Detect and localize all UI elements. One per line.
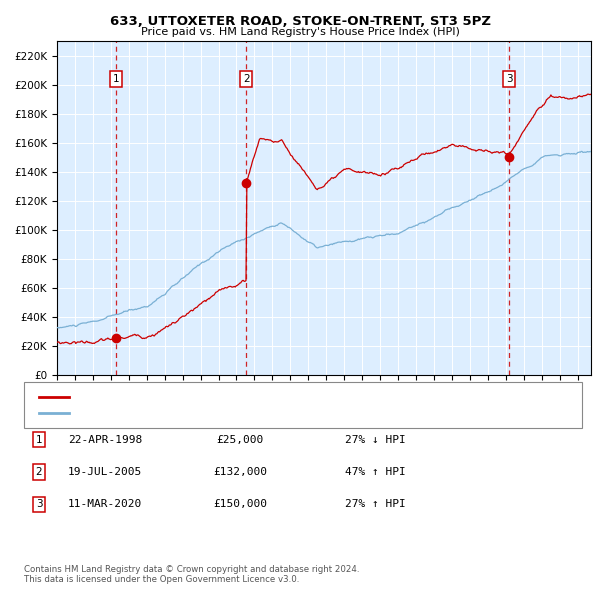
Text: 633, UTTOXETER ROAD, STOKE-ON-TRENT, ST3 5PZ: 633, UTTOXETER ROAD, STOKE-ON-TRENT, ST3…: [110, 15, 491, 28]
Text: 47% ↑ HPI: 47% ↑ HPI: [345, 467, 406, 477]
Text: 2: 2: [35, 467, 43, 477]
Text: 633, UTTOXETER ROAD, STOKE-ON-TRENT, ST3 5PZ (semi-detached house): 633, UTTOXETER ROAD, STOKE-ON-TRENT, ST3…: [75, 392, 450, 402]
Text: Contains HM Land Registry data © Crown copyright and database right 2024.
This d: Contains HM Land Registry data © Crown c…: [24, 565, 359, 584]
Text: £25,000: £25,000: [217, 435, 263, 444]
Text: 1: 1: [113, 74, 120, 84]
Text: 27% ↓ HPI: 27% ↓ HPI: [345, 435, 406, 444]
Text: 11-MAR-2020: 11-MAR-2020: [68, 500, 142, 509]
Text: 1: 1: [35, 435, 43, 444]
Text: HPI: Average price, semi-detached house, Stoke-on-Trent: HPI: Average price, semi-detached house,…: [75, 408, 358, 418]
Text: £150,000: £150,000: [213, 500, 267, 509]
Text: 22-APR-1998: 22-APR-1998: [68, 435, 142, 444]
Text: 19-JUL-2005: 19-JUL-2005: [68, 467, 142, 477]
Text: £132,000: £132,000: [213, 467, 267, 477]
Text: Price paid vs. HM Land Registry's House Price Index (HPI): Price paid vs. HM Land Registry's House …: [140, 27, 460, 37]
Text: 2: 2: [243, 74, 250, 84]
Text: 27% ↑ HPI: 27% ↑ HPI: [345, 500, 406, 509]
Text: 3: 3: [35, 500, 43, 509]
Text: 3: 3: [506, 74, 512, 84]
